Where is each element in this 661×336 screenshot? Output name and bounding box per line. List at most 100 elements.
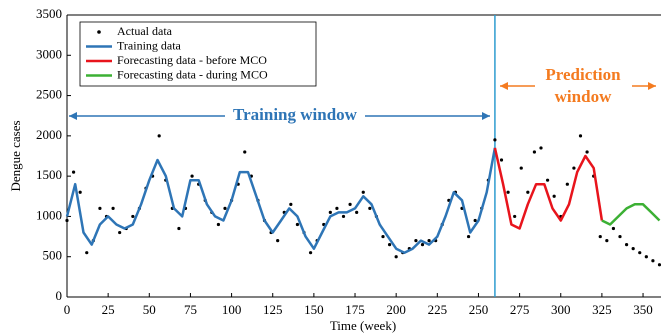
data-point <box>611 226 616 231</box>
data-point <box>216 222 221 227</box>
data-point <box>131 214 135 219</box>
data-point <box>118 230 122 235</box>
legend-label: Forecasting data - before MCO <box>117 53 267 67</box>
data-point <box>98 206 102 210</box>
data-point <box>243 150 247 154</box>
data-point <box>545 178 550 182</box>
data-point <box>85 251 89 255</box>
y-tick-label: 2500 <box>36 87 62 102</box>
data-point <box>473 218 477 223</box>
data-point <box>618 234 622 239</box>
legend-label: Training data <box>117 38 182 52</box>
y-tick-label: 2000 <box>36 127 62 142</box>
data-point <box>631 247 635 251</box>
data-point <box>420 243 425 247</box>
data-point <box>565 182 569 186</box>
y-tick-label: 3000 <box>36 46 62 61</box>
x-tick-label: 225 <box>428 302 448 317</box>
data-point <box>394 255 398 259</box>
data-point <box>605 239 609 243</box>
x-tick-label: 250 <box>469 302 489 317</box>
data-point <box>644 255 648 259</box>
data-point <box>532 150 537 154</box>
data-point <box>361 190 365 194</box>
legend-box <box>79 21 317 87</box>
x-tick-label: 75 <box>184 302 197 317</box>
y-tick-label: 1000 <box>36 207 62 222</box>
data-point <box>78 190 82 194</box>
x-tick-label: 100 <box>222 302 242 317</box>
legend-label: Actual data <box>117 24 173 38</box>
data-point <box>519 166 523 170</box>
y-tick-label: 500 <box>43 248 63 263</box>
arrow-head <box>500 82 508 90</box>
data-point <box>506 190 510 194</box>
x-tick-label: 350 <box>633 302 653 317</box>
data-point <box>638 251 642 255</box>
data-point <box>624 243 629 247</box>
data-point <box>223 206 227 210</box>
data-point <box>427 239 431 243</box>
x-tick-label: 0 <box>64 302 71 317</box>
data-point <box>585 150 589 154</box>
y-tick-label: 1500 <box>36 167 62 182</box>
data-point <box>341 214 346 219</box>
x-axis-label: Time (week) <box>330 318 396 333</box>
data-point <box>335 206 339 210</box>
data-point <box>381 234 385 239</box>
data-point <box>466 234 471 239</box>
data-point <box>572 166 576 170</box>
y-axis-label: Dengue cases <box>8 120 23 191</box>
data-point <box>177 226 181 231</box>
data-point <box>493 138 497 142</box>
arrow-head <box>482 112 490 120</box>
x-tick-label: 325 <box>592 302 612 317</box>
data-point <box>355 210 359 214</box>
data-point <box>552 194 556 198</box>
data-point <box>295 222 300 227</box>
data-point <box>387 243 392 247</box>
x-tick-label: 25 <box>102 302 115 317</box>
x-tick-label: 175 <box>345 302 365 317</box>
data-point <box>499 158 504 162</box>
data-point <box>513 214 517 219</box>
data-point <box>308 251 313 255</box>
annotation: window <box>555 87 612 106</box>
data-point <box>598 234 602 239</box>
series-line <box>65 147 497 254</box>
data-point <box>539 146 543 150</box>
arrow-head <box>69 112 77 120</box>
x-tick-label: 300 <box>551 302 571 317</box>
y-tick-label: 3500 <box>36 6 62 21</box>
data-point <box>157 134 161 138</box>
data-point <box>276 239 280 243</box>
x-tick-label: 50 <box>143 302 156 317</box>
x-tick-label: 275 <box>510 302 530 317</box>
data-point <box>289 202 293 206</box>
series-line <box>493 147 604 230</box>
x-tick-label: 200 <box>386 302 406 317</box>
data-point <box>578 134 583 138</box>
annotation: Prediction <box>545 65 621 84</box>
series-line <box>601 203 661 226</box>
y-tick-label: 0 <box>56 288 63 303</box>
annotation: Training window <box>233 105 358 124</box>
data-point <box>526 190 530 194</box>
data-point <box>414 239 418 243</box>
legend-marker <box>97 30 101 34</box>
x-tick-label: 150 <box>304 302 324 317</box>
x-tick-label: 125 <box>263 302 283 317</box>
data-point <box>348 202 352 206</box>
data-point <box>190 174 194 178</box>
data-point <box>65 218 69 223</box>
legend-label: Forecasting data - during MCO <box>117 67 268 81</box>
data-point <box>651 259 655 263</box>
data-point <box>111 206 115 210</box>
data-point <box>368 206 372 210</box>
data-point <box>328 210 332 214</box>
data-point <box>71 170 76 174</box>
data-point <box>657 263 661 267</box>
arrow-head <box>648 82 656 90</box>
